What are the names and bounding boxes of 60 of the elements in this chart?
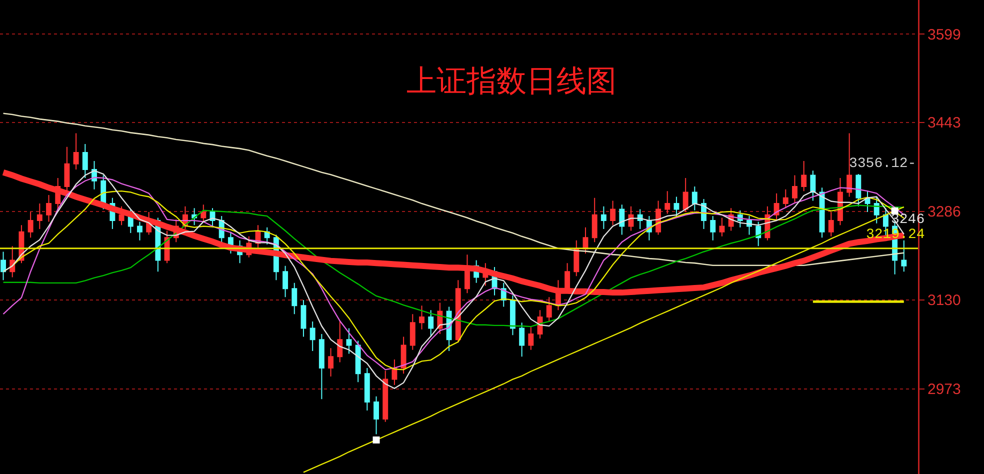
y-tick-label: 3599 [928,26,961,44]
candlestick [400,336,406,374]
candlestick [318,333,324,400]
candlestick [382,370,388,422]
candlestick [710,216,716,241]
candlestick [364,367,370,411]
candlestick [410,314,416,350]
candlestick [28,212,34,238]
candlestick [292,282,298,315]
candlestick [82,144,88,179]
candlestick [328,348,334,377]
candlestick [600,206,606,230]
candlestick [692,186,698,211]
y-tick-label: 2973 [928,381,961,398]
candlestick [810,170,816,202]
candlestick [419,305,424,330]
candlestick [73,132,79,170]
candlestick [310,320,316,352]
candlestick [837,178,843,226]
candlestick [510,294,516,336]
candlestick [36,203,42,230]
candlestick [874,196,880,224]
candlestick [528,326,534,350]
candlestick [392,358,398,386]
candlestick [337,320,343,363]
candlestick [901,240,907,272]
candlestick [774,192,780,220]
y-tick-label: 3443 [928,114,961,132]
candlestick [719,217,725,237]
y-tick-label: 3130 [928,292,961,310]
candlestick [428,310,434,338]
candlestick [455,280,461,343]
candlestick [828,212,834,237]
annotation: 3356.12- [849,156,916,172]
candlestick [792,174,798,203]
candlestick [801,160,807,192]
candlestick [610,200,616,226]
candlestick [137,221,142,241]
candlestick [282,265,288,298]
candlestick [682,178,688,213]
text: 上证指数日线图 [406,64,617,100]
candlestick [519,322,525,358]
candlestick [374,396,379,435]
candlestick [664,190,670,214]
candlestick [574,240,580,277]
candlestick [46,194,52,222]
candlestick [592,197,598,243]
candlestick [355,340,361,383]
candlestick [118,206,124,226]
candlestick [619,204,625,236]
candlestick [546,296,552,322]
candlestick [674,196,680,218]
candlestick [300,299,306,338]
y-tick-label: 3286 [928,204,961,221]
candlestick [346,328,352,354]
candlestick [756,221,762,247]
candlestick [856,174,862,207]
candlestick [782,188,788,209]
candlestick [0,251,6,281]
candlestick [200,204,206,222]
